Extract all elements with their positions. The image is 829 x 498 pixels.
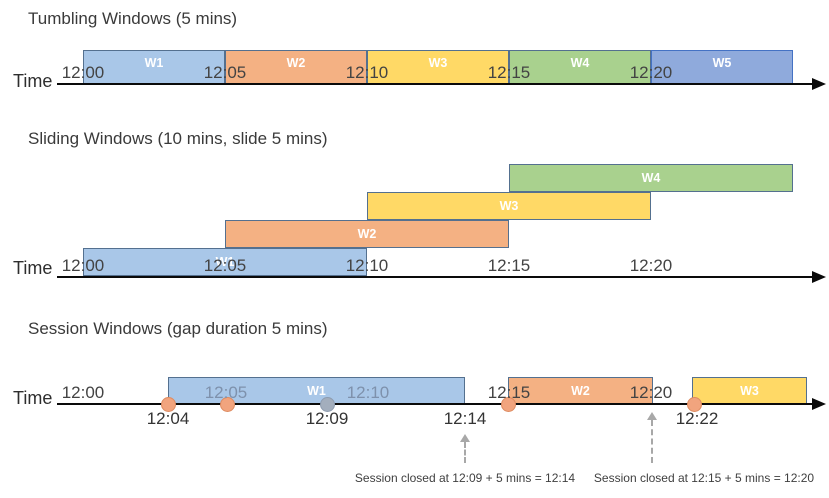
session-window-w3: W3 (692, 377, 807, 404)
event-time-label: 12:04 (146, 409, 190, 428)
window-label: W1 (215, 255, 235, 269)
tick-label: 12:00 (61, 63, 105, 82)
event-dot-1209 (320, 397, 335, 412)
event-dot-1215 (501, 397, 516, 412)
annotation-arrow-line (464, 442, 466, 463)
sliding-time-axis-label: Time (13, 258, 53, 278)
sliding-window-w3: W3 (367, 192, 651, 220)
tick-label: 12:10 (345, 256, 389, 275)
sliding-window-w2: W2 (225, 220, 509, 248)
tick-label: 12:10 (345, 63, 389, 82)
session-time-axis-label: Time (13, 388, 53, 408)
tick-label: 12:00 (61, 256, 105, 275)
tumbling-window-w4: W4 (509, 50, 651, 84)
tick-label: 12:15 (487, 383, 531, 402)
window-label: W3 (499, 199, 519, 213)
event-dot-1222 (687, 397, 702, 412)
window-label: W1 (307, 383, 326, 398)
tick-label: 12:05 (203, 256, 247, 275)
session-window-w2: W2 (508, 377, 653, 404)
window-label: W3 (428, 56, 448, 70)
sliding-title: Sliding Windows (10 mins, slide 5 mins) (28, 129, 328, 148)
event-dot-1205 (220, 397, 235, 412)
window-label: W4 (641, 171, 661, 185)
tick-label: 12:20 (629, 63, 673, 82)
window-label: W2 (286, 56, 306, 70)
session-title: Session Windows (gap duration 5 mins) (28, 319, 328, 338)
sliding-window-w4: W4 (509, 164, 793, 192)
session-axis-arrowhead-icon (812, 398, 826, 410)
tumbling-axis-arrowhead-icon (812, 78, 826, 90)
window-label: W5 (712, 56, 732, 70)
window-label: W4 (570, 56, 590, 70)
event-time-label: 12:14 (443, 409, 487, 428)
annotation-arrow-line (651, 420, 653, 463)
tick-label: 12:15 (487, 63, 531, 82)
session-close-annotation-1: Session closed at 12:09 + 5 mins = 12:14 (354, 471, 576, 485)
window-label: W2 (571, 383, 590, 398)
session-close-annotation-2: Session closed at 12:15 + 5 mins = 12:20 (593, 471, 815, 485)
tick-label: 12:15 (487, 256, 531, 275)
sliding-window-w1: W1 (83, 248, 367, 276)
tick-label: 12:20 (629, 256, 673, 275)
window-label: W1 (144, 56, 164, 70)
annotation-arrow-up-icon (647, 412, 657, 420)
window-label: W2 (357, 227, 377, 241)
tick-label: 12:05 (204, 383, 248, 402)
tumbling-time-axis-label: Time (13, 71, 53, 91)
tick-label: 12:00 (61, 383, 105, 402)
tumbling-window-w1: W1 (83, 50, 225, 84)
event-time-label: 12:22 (675, 409, 719, 428)
tumbling-title: Tumbling Windows (5 mins) (28, 9, 238, 28)
tumbling-window-w2: W2 (225, 50, 367, 84)
session-axis-line (57, 403, 813, 405)
tick-label: 12:10 (346, 383, 390, 402)
tick-label: 12:05 (203, 63, 247, 82)
event-dot-1204 (161, 397, 176, 412)
tick-label: 12:20 (629, 383, 673, 402)
event-time-label: 12:09 (305, 409, 349, 428)
annotation-arrow-up-icon (460, 434, 470, 442)
tumbling-axis-line (57, 83, 813, 85)
window-label: W3 (740, 383, 759, 398)
sliding-axis-line (57, 276, 813, 278)
sliding-axis-arrowhead-icon (812, 271, 826, 283)
tumbling-window-w5: W5 (651, 50, 793, 84)
